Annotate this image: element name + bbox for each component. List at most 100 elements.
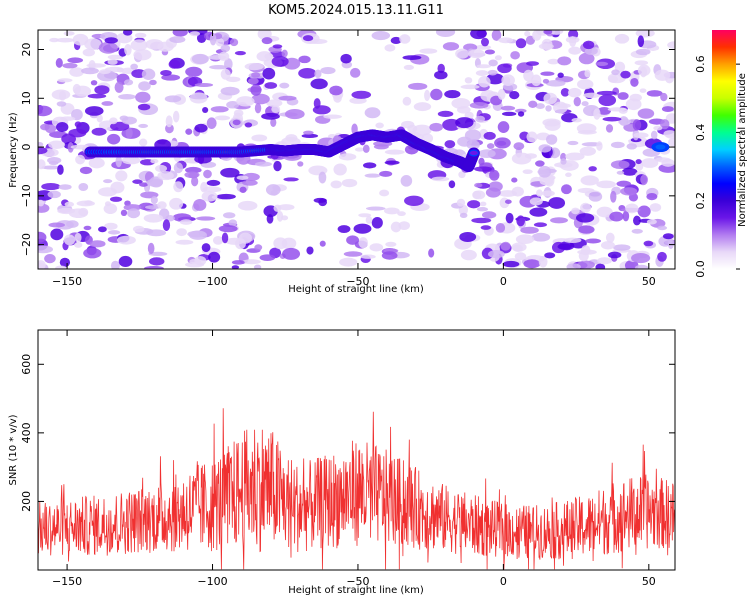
spectrogram-noise-blob	[103, 203, 118, 215]
spectrogram-noise-blob	[284, 109, 305, 120]
spectrogram-noise-blob	[87, 93, 107, 99]
spectrogram-noise-blob	[456, 198, 466, 207]
spectrogram-noise-blob	[41, 183, 61, 191]
spectrogram-noise-blob	[60, 116, 76, 121]
spectrogram-noise-blob	[428, 248, 435, 258]
spectrogram-noise-blob	[617, 92, 629, 100]
spectrogram-noise-blob	[513, 142, 525, 151]
spectrogram-noise-blob	[104, 222, 118, 231]
spectrogram-noise-blob	[650, 130, 658, 140]
y-tick-label: 600	[20, 354, 33, 375]
spectrogram-noise-blob	[430, 88, 443, 101]
spectrogram-noise-blob	[172, 30, 188, 37]
spectrogram-noise-blob	[206, 179, 221, 186]
spectrogram-noise-blob	[582, 40, 595, 50]
spectrogram-noise-blob	[381, 251, 398, 260]
spectrogram-noise-blob	[201, 243, 211, 253]
spectrogram-noise-blob	[437, 110, 454, 118]
spectrogram-noise-blob	[70, 144, 91, 150]
spectrogram-noise-blob	[251, 93, 270, 105]
spectrogram-noise-blob	[464, 111, 474, 120]
spectrogram-noise-blob	[231, 265, 240, 269]
spectrogram-noise-blob	[596, 180, 616, 189]
spectrogram-noise-blob	[76, 200, 95, 207]
spectrogram-noise-blob	[657, 225, 668, 231]
spectrogram-noise-blob	[404, 195, 424, 206]
spectrogram-noise-blob	[121, 156, 141, 165]
spectrogram-noise-blob	[96, 114, 103, 123]
colorbar-tick-label: 0.4	[694, 124, 707, 142]
spectrogram-noise-blob	[67, 141, 74, 153]
spectrogram-noise-blob	[150, 158, 159, 164]
y-tick-label: −10	[20, 184, 33, 207]
spectrogram-noise-blob	[165, 115, 173, 128]
spectrogram-noise-blob	[89, 240, 106, 248]
spectrogram-noise-blob	[270, 117, 277, 127]
spectrogram-noise-blob	[233, 109, 244, 117]
spectrogram-noise-blob	[630, 77, 639, 87]
spectrogram-noise-blob	[110, 121, 130, 132]
spectrogram-noise-blob	[118, 255, 133, 268]
spectrogram-noise-blob	[457, 106, 471, 114]
spectrogram-noise-blob	[408, 82, 428, 90]
spectrogram-noise-blob	[147, 242, 155, 255]
spectrogram-noise-blob	[150, 196, 158, 204]
spectrogram-noise-blob	[318, 198, 328, 207]
spectrogram-noise-blob	[220, 68, 231, 80]
spectrogram-noise-blob	[596, 141, 603, 151]
spectrogram-noise-blob	[139, 138, 148, 147]
spectrogram-noise-blob	[637, 35, 645, 48]
spectrogram-noise-blob	[254, 103, 262, 114]
spectrogram-noise-blob	[460, 84, 480, 90]
spectrogram-noise-blob	[343, 251, 363, 257]
spectrogram-noise-blob	[605, 232, 615, 243]
spectrogram-noise-blob	[459, 231, 477, 242]
spectrogram-noise-blob	[571, 118, 582, 123]
spectrogram-noise-blob	[362, 144, 370, 153]
spectrogram-noise-blob	[351, 90, 372, 99]
spectrogram-noise-blob	[209, 64, 228, 70]
spectrogram-noise-blob	[631, 228, 643, 234]
spectrogram-noise-blob	[130, 63, 138, 70]
spectrogram-noise-blob	[251, 134, 268, 142]
spectrogram-noise-blob	[146, 178, 163, 187]
spectrogram-noise-blob	[164, 95, 182, 103]
spectrogram-noise-blob	[502, 260, 520, 268]
spectrogram-noise-blob	[600, 241, 615, 250]
spectrogram-noise-blob	[580, 202, 592, 213]
spectrogram-noise-blob	[63, 234, 76, 246]
spectrogram-noise-blob	[597, 106, 612, 115]
spectrogram-noise-blob	[188, 230, 208, 240]
spectrogram-noise-blob	[173, 162, 184, 174]
spectrogram-noise-blob	[520, 226, 539, 234]
spectrogram-noise-blob	[340, 53, 352, 64]
spectrogram-noise-blob	[144, 205, 161, 210]
spectrogram-noise-blob	[228, 219, 238, 227]
spectrogram-noise-blob	[201, 191, 218, 202]
spectrogram-noise-blob	[138, 123, 149, 128]
spectrogram-noise-blob	[62, 62, 78, 69]
spectrogram-noise-blob	[398, 221, 410, 231]
spectrogram-noise-blob	[668, 137, 675, 147]
spectrogram-noise-blob	[553, 101, 568, 114]
x-tick-label: 50	[642, 275, 656, 288]
spectrogram-noise-blob	[119, 115, 129, 121]
spectrogram-noise-blob	[571, 207, 580, 215]
spectrogram-noise-blob	[346, 235, 360, 245]
spectrogram-noise-blob	[384, 207, 400, 215]
spectrogram-noise-blob	[200, 181, 208, 193]
spectrogram-noise-blob	[38, 199, 45, 207]
spectrogram-noise-blob	[515, 234, 535, 244]
spectrogram-noise-blob	[385, 241, 397, 247]
spectrogram-noise-blob	[635, 264, 649, 269]
spectrogram-noise-blob	[557, 56, 572, 66]
spectrogram-noise-blob	[646, 193, 658, 201]
spectrogram-noise-blob	[58, 184, 72, 190]
spectrogram-noise-blob	[251, 72, 261, 78]
spectrogram-noise-blob	[273, 204, 282, 212]
spectrogram-noise-blob	[459, 212, 468, 219]
spectrogram-noise-blob	[622, 210, 630, 222]
spectrogram-noise-blob	[631, 252, 651, 264]
spectrogram-noise-blob	[175, 239, 194, 245]
spectrogram-noise-blob	[103, 179, 113, 184]
